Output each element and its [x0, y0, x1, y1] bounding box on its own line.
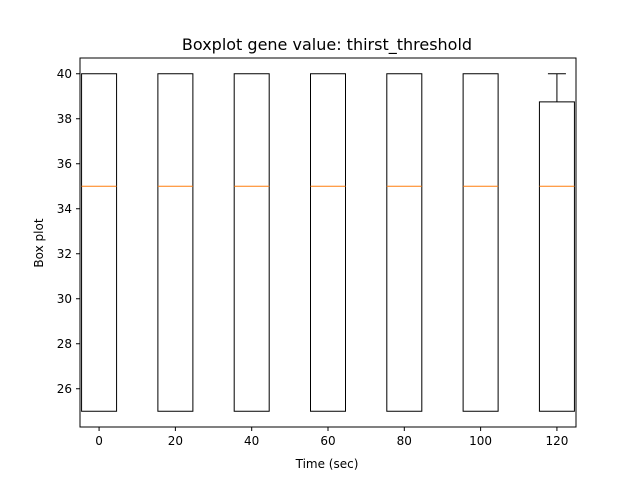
y-axis-label: Box plot — [32, 218, 46, 267]
chart-title: Boxplot gene value: thirst_threshold — [182, 35, 472, 55]
box-body — [538, 101, 575, 412]
box-body — [462, 73, 499, 412]
x-axis-label: Time (sec) — [295, 457, 359, 471]
y-tick-label: 28 — [57, 337, 72, 351]
box-body — [157, 73, 194, 412]
box-120 — [538, 73, 575, 412]
x-tick-label: 0 — [95, 434, 103, 448]
x-tick-label: 80 — [397, 434, 412, 448]
y-tick-label: 40 — [57, 67, 72, 81]
box-body — [81, 73, 118, 412]
box-0 — [81, 73, 118, 412]
y-tick-label: 38 — [57, 112, 72, 126]
y-tick-label: 26 — [57, 382, 72, 396]
box-100 — [462, 73, 499, 412]
x-tick-label: 60 — [320, 434, 335, 448]
x-tick-label: 20 — [168, 434, 183, 448]
x-tick-label: 100 — [469, 434, 492, 448]
box-80 — [386, 73, 423, 412]
box-body — [310, 73, 346, 412]
plot-area — [79, 57, 577, 428]
y-tick-label: 34 — [57, 202, 72, 216]
axes-frame — [79, 57, 577, 428]
y-tick-label: 30 — [57, 292, 72, 306]
box-body — [386, 73, 423, 412]
box-40 — [233, 73, 270, 412]
x-tick-label: 40 — [244, 434, 259, 448]
box-60 — [310, 73, 346, 412]
y-tick-label: 36 — [57, 157, 72, 171]
x-tick-label: 120 — [545, 434, 568, 448]
box-20 — [157, 73, 194, 412]
box-body — [233, 73, 270, 412]
y-axis: 26 28 30 32 34 36 38 40 — [57, 67, 80, 396]
y-tick-label: 32 — [57, 247, 72, 261]
x-axis: 0 20 40 60 80 100 120 — [95, 427, 568, 448]
